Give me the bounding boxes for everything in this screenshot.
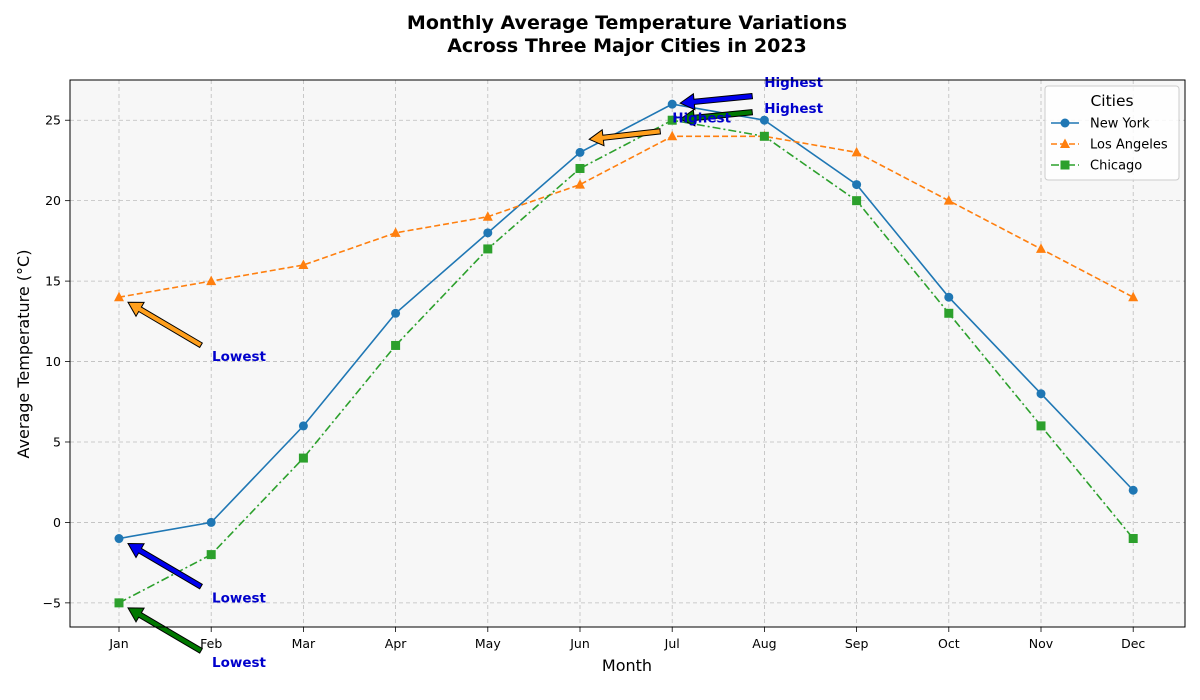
legend-label-new-york: New York [1090, 117, 1150, 132]
chart-title-line-2: Across Three Major Cities in 2023 [447, 35, 807, 57]
legend-marker-los-angeles [1060, 138, 1070, 148]
x-tick-label: Nov [1029, 636, 1054, 651]
data-point-new-york [483, 228, 493, 238]
data-point-new-york [944, 292, 954, 302]
grid [70, 80, 1185, 627]
chart-title-line-1: Monthly Average Temperature Variations [407, 12, 847, 34]
data-point-new-york [298, 421, 308, 431]
x-tick-label: Aug [752, 636, 776, 651]
x-tick-label: Jan [108, 636, 128, 651]
data-point-los-angeles [390, 227, 401, 237]
annotations: Lowest Lowest Lowest Highest Highest Highest [127, 75, 824, 671]
data-point-los-angeles [575, 179, 585, 189]
data-point-los-angeles [482, 211, 493, 221]
x-tick-label: Apr [385, 636, 407, 651]
data-point-chicago [114, 598, 124, 608]
annotation-label: Lowest [212, 655, 267, 671]
data-point-chicago [944, 308, 954, 318]
legend-label-chicago: Chicago [1090, 159, 1142, 174]
y-tick-label: 10 [45, 354, 61, 369]
data-point-chicago [852, 196, 862, 206]
plot-area [70, 80, 1185, 627]
x-tick-label: May [475, 636, 501, 651]
data-point-new-york [1128, 485, 1138, 495]
series-new-york [114, 99, 1138, 544]
y-axis-label: Average Temperature (°C) [14, 250, 33, 459]
data-point-chicago [575, 163, 585, 173]
annotation-label: Highest [764, 101, 823, 117]
annotation-arrow [127, 542, 203, 590]
data-point-chicago [1128, 534, 1138, 544]
legend-box [1044, 85, 1180, 181]
data-point-chicago [667, 115, 677, 125]
series-line-new-york [118, 103, 1134, 540]
annotation-label: Highest [764, 75, 823, 91]
legend-title: Cities [1090, 92, 1133, 110]
series-layer [114, 99, 1139, 608]
x-tick-label: Sep [845, 636, 869, 651]
data-point-los-angeles [206, 275, 217, 286]
legend-marker-chicago [1060, 160, 1070, 170]
legend-items: New York Los Angeles Chicago [1051, 117, 1168, 174]
x-axis-ticks: Jan Feb Mar Apr May Jun Jul Aug Sep Oct Nov Dec [108, 627, 1145, 651]
data-point-los-angeles [298, 259, 309, 270]
y-tick-label: 25 [45, 113, 61, 128]
data-point-chicago [298, 453, 308, 463]
series-los-angeles [114, 130, 1139, 302]
annotation-arrow [679, 92, 754, 111]
y-axis-ticks: −5 0 5 10 15 20 25 [43, 113, 70, 610]
data-point-chicago [206, 550, 216, 560]
x-tick-label: Dec [1121, 636, 1145, 651]
annotation-label: Highest [672, 110, 731, 126]
data-point-los-angeles [114, 291, 124, 302]
annotation-arrow [127, 301, 203, 349]
annotation-arrow [679, 108, 754, 127]
y-tick-label: 5 [53, 434, 61, 449]
data-point-chicago [1036, 421, 1046, 431]
legend-label-los-angeles: Los Angeles [1090, 138, 1168, 153]
data-point-new-york [391, 308, 401, 318]
y-tick-label: 15 [45, 274, 61, 289]
x-tick-label: Oct [938, 636, 960, 651]
y-tick-label: 0 [53, 515, 61, 530]
x-tick-label: Jun [569, 636, 590, 651]
data-point-new-york [114, 534, 124, 544]
x-tick-label: Mar [292, 636, 316, 651]
data-point-los-angeles [1128, 291, 1139, 302]
annotation-arrow [127, 607, 203, 654]
annotation-label: Lowest [212, 349, 267, 365]
data-point-chicago [391, 340, 401, 350]
x-tick-label: Jul [664, 636, 680, 651]
x-tick-label: Feb [200, 636, 222, 651]
series-line-los-angeles [118, 135, 1134, 298]
series-chicago [114, 115, 1138, 608]
annotation-arrow [588, 128, 662, 147]
legend-marker-new-york [1060, 118, 1070, 128]
data-point-los-angeles [943, 195, 954, 205]
data-point-los-angeles [1036, 243, 1046, 253]
data-point-los-angeles [851, 146, 862, 157]
data-point-new-york [206, 517, 216, 527]
legend: Cities New York Los Angeles Chicago [1044, 85, 1180, 181]
data-point-chicago [483, 244, 493, 254]
x-axis-label: Month [602, 656, 652, 675]
data-point-new-york [1036, 389, 1046, 399]
data-point-los-angeles [667, 130, 678, 141]
data-point-new-york [759, 115, 769, 125]
data-point-new-york [667, 99, 677, 109]
data-point-new-york [852, 180, 862, 190]
y-tick-label: 20 [45, 193, 61, 208]
data-point-new-york [575, 147, 585, 157]
plot-frame [69, 79, 1186, 628]
data-point-chicago [759, 131, 769, 141]
annotation-label: Lowest [212, 591, 267, 607]
series-line-chicago [118, 119, 1134, 604]
y-tick-label: −5 [43, 595, 61, 610]
